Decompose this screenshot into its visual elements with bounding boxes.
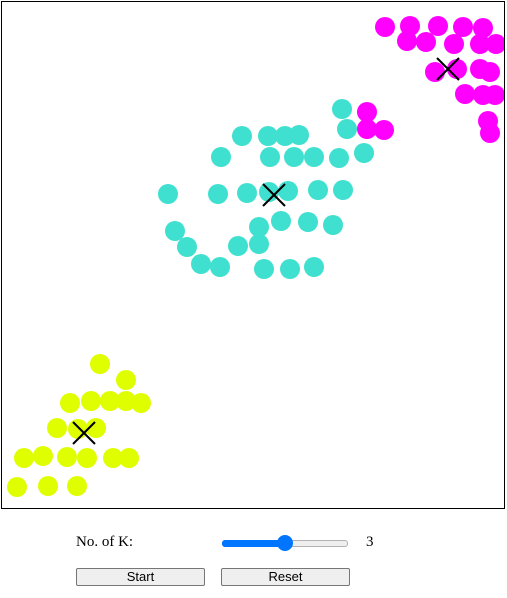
data-point — [60, 393, 80, 413]
reset-button[interactable]: Reset — [221, 568, 350, 586]
data-point — [47, 418, 67, 438]
data-point — [116, 370, 136, 390]
data-point — [38, 476, 58, 496]
data-point — [374, 120, 394, 140]
data-point — [249, 217, 269, 237]
data-point — [304, 147, 324, 167]
data-point — [400, 16, 420, 36]
data-point — [329, 148, 349, 168]
data-point — [357, 119, 377, 139]
data-point — [308, 180, 328, 200]
data-point — [258, 126, 278, 146]
data-point — [131, 393, 151, 413]
centroid-marker — [262, 183, 286, 207]
data-point — [455, 84, 475, 104]
slider-thumb[interactable] — [277, 535, 293, 551]
data-point — [260, 147, 280, 167]
data-point — [354, 143, 374, 163]
data-point — [67, 476, 87, 496]
data-point — [428, 16, 448, 36]
data-point — [100, 391, 120, 411]
data-point — [57, 447, 77, 467]
data-point — [332, 99, 352, 119]
data-point — [211, 147, 231, 167]
data-point — [470, 34, 490, 54]
scatter-plot — [7, 16, 504, 497]
data-point — [116, 391, 136, 411]
centroid-marker — [72, 421, 96, 445]
data-point — [158, 184, 178, 204]
data-point — [191, 254, 211, 274]
data-point — [485, 85, 504, 105]
data-point — [397, 31, 417, 51]
kmeans-canvas — [1, 1, 505, 509]
k-label: No. of K: — [76, 534, 134, 550]
data-point — [480, 62, 500, 82]
data-point — [444, 34, 464, 54]
data-point — [81, 391, 101, 411]
data-point — [453, 17, 473, 37]
data-point — [333, 180, 353, 200]
data-point — [232, 126, 252, 146]
data-point — [280, 259, 300, 279]
data-point — [254, 259, 274, 279]
data-point — [86, 418, 106, 438]
data-point — [304, 257, 324, 277]
data-point — [210, 257, 230, 277]
data-point — [228, 236, 248, 256]
data-point — [337, 119, 357, 139]
data-point — [119, 448, 139, 468]
data-point — [68, 419, 88, 439]
data-point — [77, 448, 97, 468]
data-point — [33, 446, 53, 466]
k-slider[interactable] — [220, 535, 350, 551]
data-point — [165, 221, 185, 241]
data-point — [289, 125, 309, 145]
data-point — [480, 123, 500, 143]
k-value: 3 — [366, 534, 374, 550]
data-point — [7, 477, 27, 497]
data-point — [323, 215, 343, 235]
data-point — [177, 237, 197, 257]
data-point — [237, 183, 257, 203]
data-point — [90, 354, 110, 374]
data-point — [208, 184, 228, 204]
centroid-marker — [436, 57, 460, 81]
data-point — [298, 212, 318, 232]
data-point — [14, 448, 34, 468]
data-point — [271, 211, 291, 231]
data-point — [447, 59, 467, 79]
data-point — [249, 234, 269, 254]
data-point — [425, 62, 445, 82]
data-point — [357, 102, 377, 122]
data-point — [278, 181, 298, 201]
data-point — [259, 182, 279, 202]
start-button[interactable]: Start — [76, 568, 205, 586]
data-point — [284, 147, 304, 167]
data-point — [486, 34, 504, 54]
data-point — [473, 18, 493, 38]
data-point — [416, 32, 436, 52]
data-point — [103, 448, 123, 468]
data-point — [375, 17, 395, 37]
